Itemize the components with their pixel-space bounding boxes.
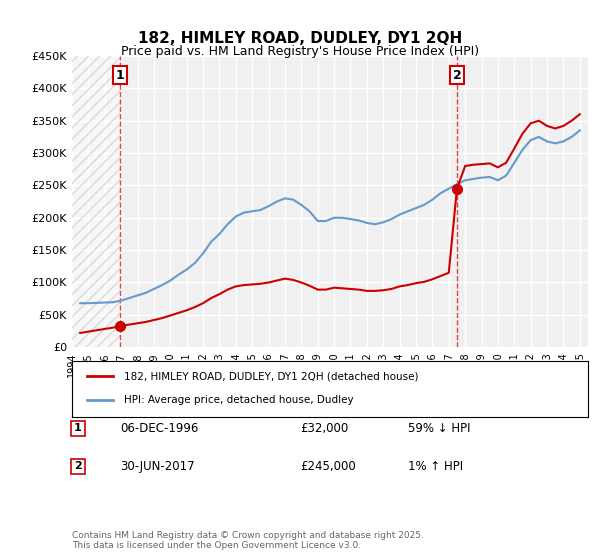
Text: 1: 1	[115, 69, 124, 82]
Text: 2: 2	[452, 69, 461, 82]
Text: 30-JUN-2017: 30-JUN-2017	[120, 460, 194, 473]
Bar	[72, 56, 120, 347]
Text: Contains HM Land Registry data © Crown copyright and database right 2025.
This d: Contains HM Land Registry data © Crown c…	[72, 530, 424, 550]
Text: Price paid vs. HM Land Registry's House Price Index (HPI): Price paid vs. HM Land Registry's House …	[121, 45, 479, 58]
Text: £245,000: £245,000	[300, 460, 356, 473]
Text: 06-DEC-1996: 06-DEC-1996	[120, 422, 199, 435]
Text: 59% ↓ HPI: 59% ↓ HPI	[408, 422, 470, 435]
Text: 1% ↑ HPI: 1% ↑ HPI	[408, 460, 463, 473]
Text: 182, HIMLEY ROAD, DUDLEY, DY1 2QH (detached house): 182, HIMLEY ROAD, DUDLEY, DY1 2QH (detac…	[124, 371, 418, 381]
Text: 182, HIMLEY ROAD, DUDLEY, DY1 2QH: 182, HIMLEY ROAD, DUDLEY, DY1 2QH	[138, 31, 462, 46]
Text: 2: 2	[74, 461, 82, 472]
Text: £32,000: £32,000	[300, 422, 348, 435]
Text: HPI: Average price, detached house, Dudley: HPI: Average price, detached house, Dudl…	[124, 395, 353, 405]
Text: 1: 1	[74, 423, 82, 433]
